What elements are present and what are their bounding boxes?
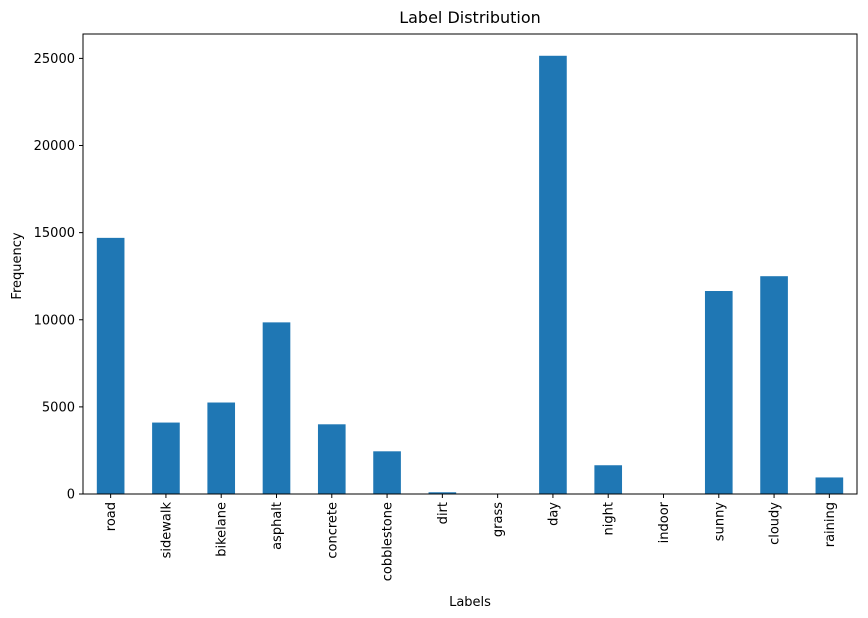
y-tick-label: 15000 bbox=[34, 226, 75, 241]
plot-frame bbox=[82, 33, 858, 495]
x-tick-label-day: day bbox=[546, 502, 561, 526]
bar-day bbox=[539, 55, 567, 494]
bar-concrete bbox=[317, 424, 346, 494]
y-tick-label: 20000 bbox=[34, 139, 75, 154]
x-tick-label-cobblestone: cobblestone bbox=[381, 502, 396, 581]
x-tick-label-cloudy: cloudy bbox=[768, 502, 783, 545]
bar-cloudy bbox=[760, 276, 788, 494]
bar-sunny bbox=[704, 291, 733, 494]
x-tick-label-indoor: indoor bbox=[657, 501, 672, 543]
bar-raining bbox=[815, 477, 844, 494]
bar-night bbox=[594, 465, 623, 494]
x-tick-label-asphalt: asphalt bbox=[270, 502, 285, 550]
y-tick-label: 5000 bbox=[42, 400, 75, 415]
bar-cobblestone bbox=[373, 451, 401, 494]
x-tick-label-grass: grass bbox=[491, 502, 506, 537]
x-tick-label-sidewalk: sidewalk bbox=[159, 502, 174, 559]
x-axis-label: Labels bbox=[449, 595, 491, 610]
x-tick-label-road: road bbox=[104, 502, 119, 531]
bar-sidewalk bbox=[152, 422, 180, 494]
bar-road bbox=[96, 237, 125, 495]
chart-title: Label Distribution bbox=[399, 8, 541, 27]
bar-asphalt bbox=[262, 322, 291, 494]
bar-bikelane bbox=[207, 402, 236, 494]
y-tick-label: 0 bbox=[67, 488, 75, 503]
x-axis: road sidewalk bikelane asphalt concrete cobbl… bbox=[104, 494, 838, 581]
bar-dirt bbox=[428, 492, 457, 494]
x-tick-label-bikelane: bikelane bbox=[215, 502, 230, 557]
x-tick-label-concrete: concrete bbox=[325, 502, 340, 559]
x-tick-label-sunny: sunny bbox=[712, 502, 727, 541]
x-tick-label-night: night bbox=[602, 502, 617, 535]
y-axis: 0 5000 10000 15000 20000 25000 bbox=[34, 52, 83, 503]
x-tick-label-raining: raining bbox=[823, 502, 838, 547]
y-tick-label: 10000 bbox=[34, 313, 75, 328]
bars-group bbox=[96, 55, 844, 495]
y-tick-label: 25000 bbox=[34, 52, 75, 67]
x-tick-label-dirt: dirt bbox=[436, 502, 451, 524]
y-axis-label: Frequency bbox=[10, 232, 25, 299]
